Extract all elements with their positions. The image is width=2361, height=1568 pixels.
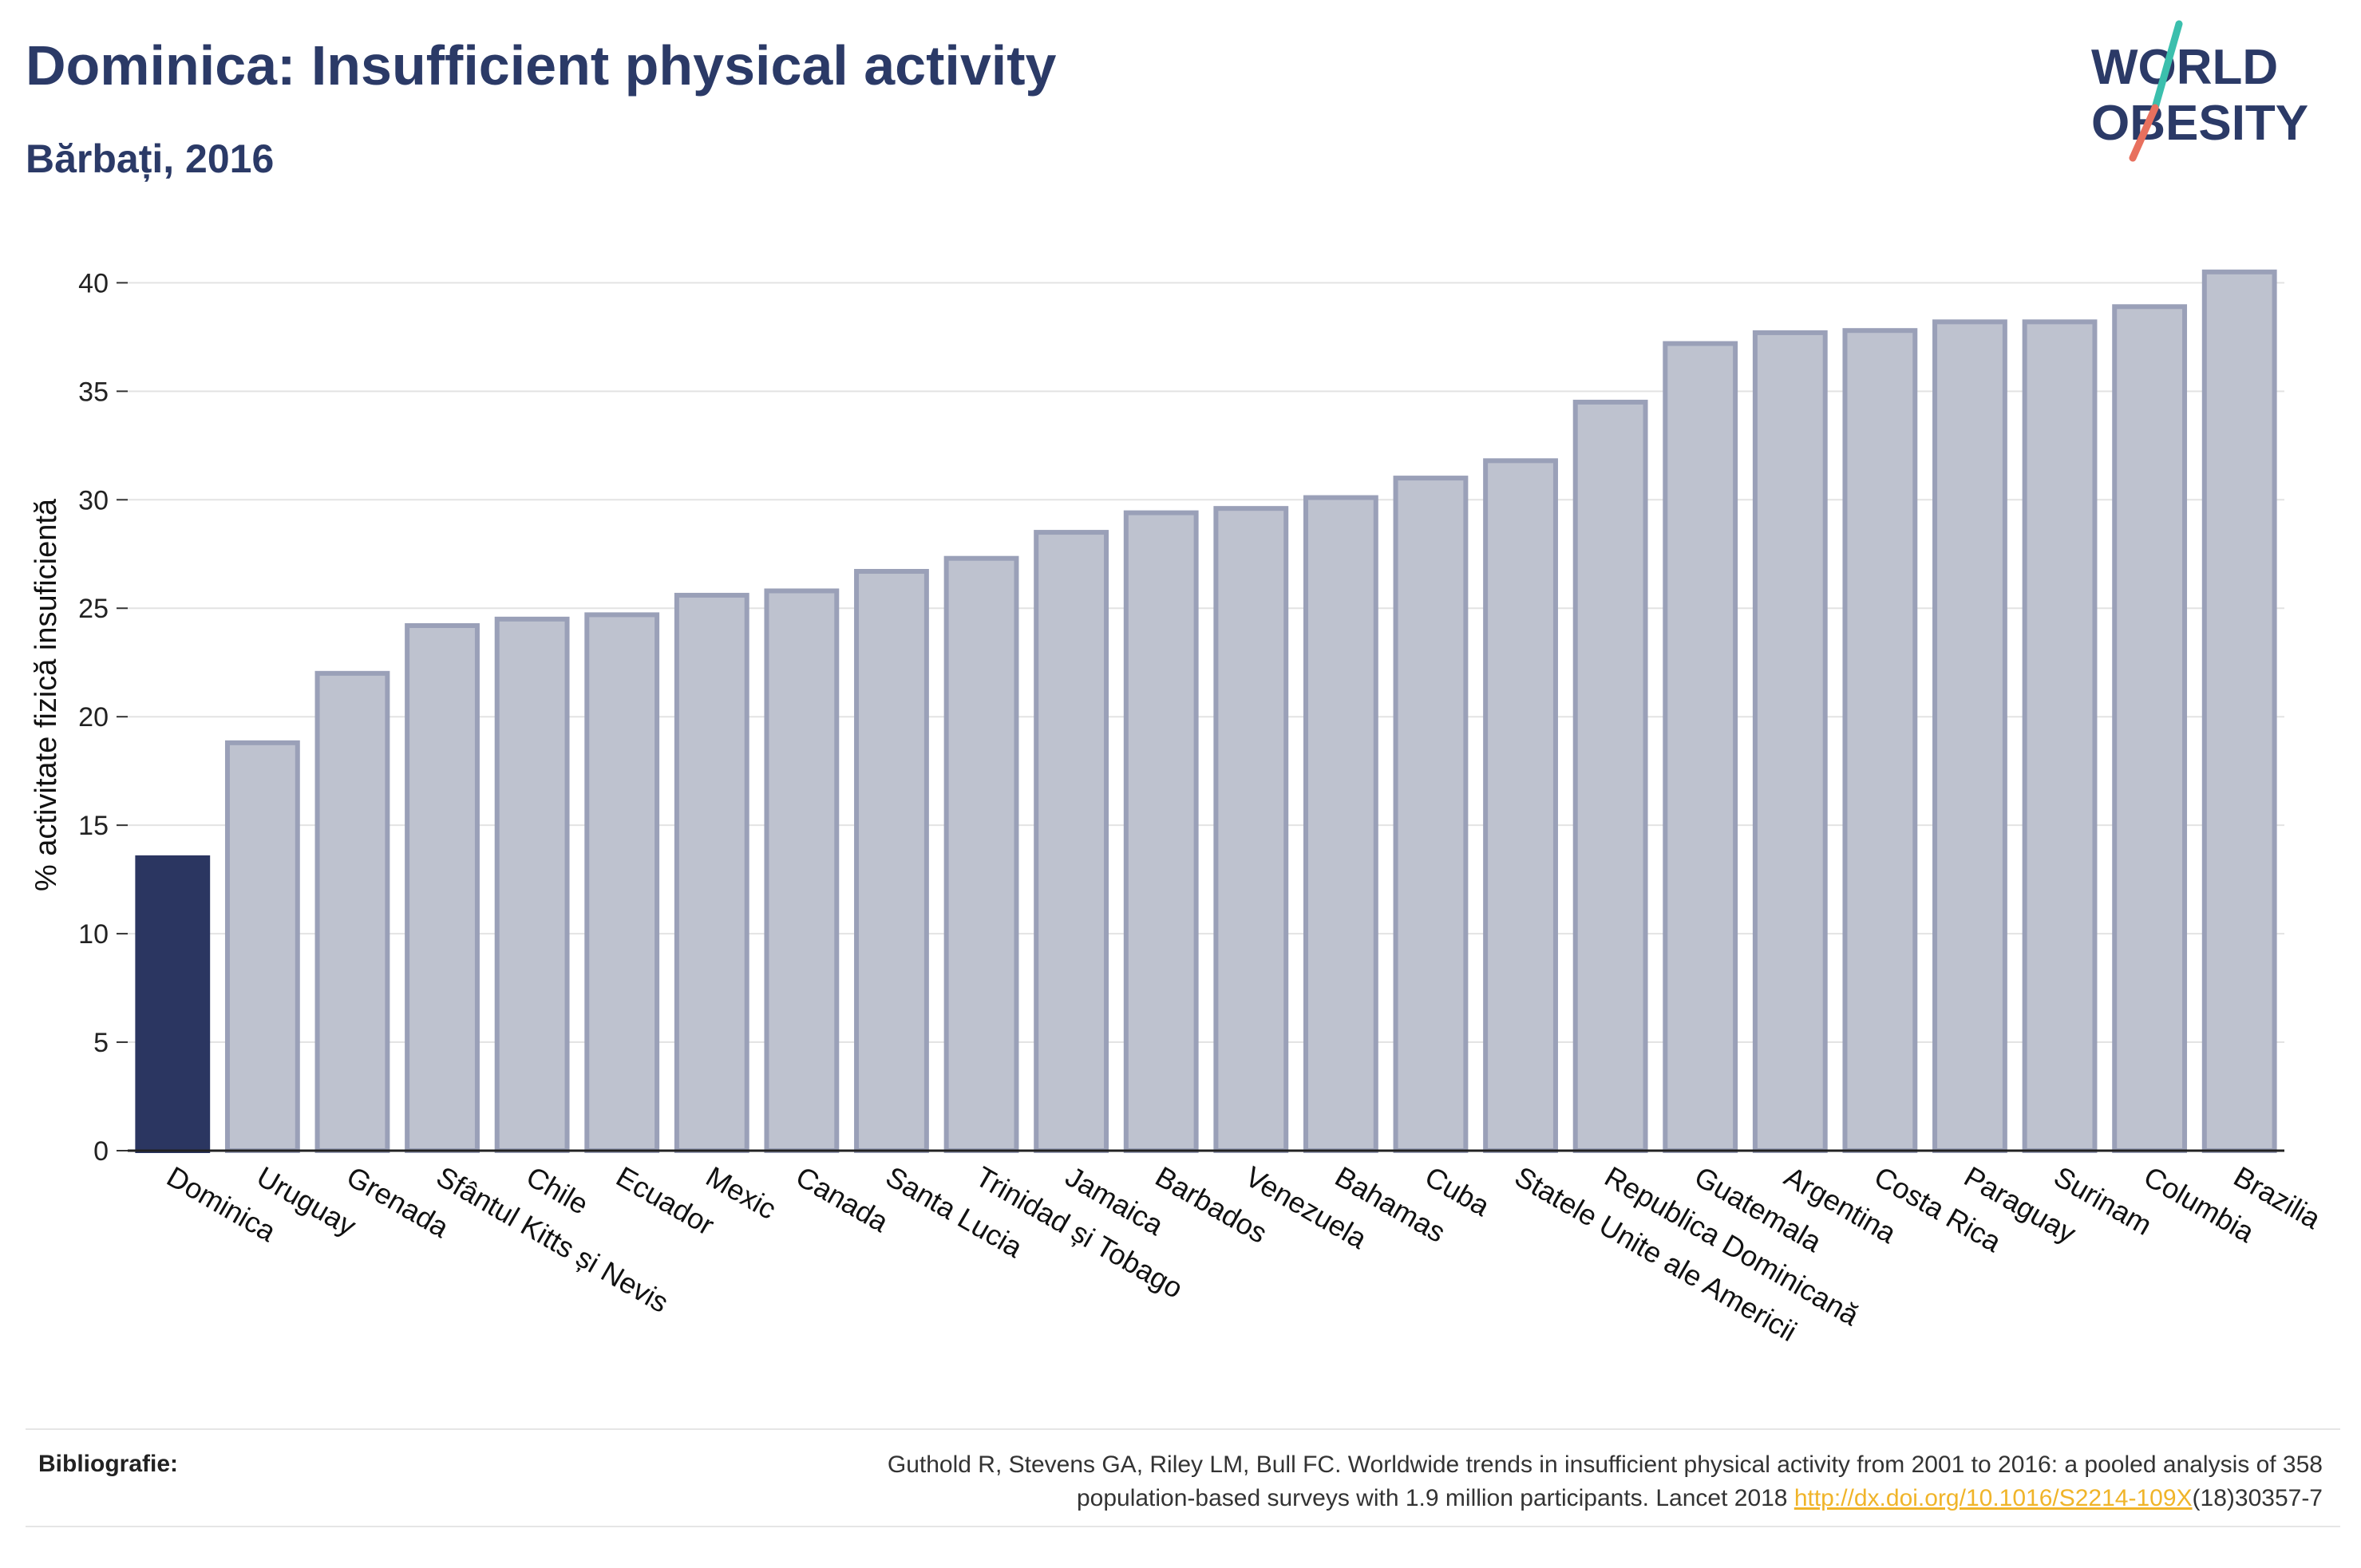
bar-chart: 0 5 10 15 20 25 30 35 40 DominicaUruguayGrenadaS… (30, 268, 2327, 1348)
bar-barbados (1123, 510, 1199, 1153)
x-tick-label: Grenada (341, 1159, 455, 1244)
logo-slash-top (2151, 20, 2183, 112)
y-tick-label: 0 (93, 1136, 109, 1167)
bar-bahamas (1303, 495, 1378, 1153)
footer-bottom-divider (26, 1526, 2340, 1527)
bibliography-citation: Guthold R, Stevens GA, Riley LM, Bull FC… (407, 1448, 2323, 1515)
bar-dominica (135, 855, 211, 1154)
bar-cuba (1393, 476, 1469, 1153)
bar-uruguay (224, 740, 300, 1153)
bar-ecuador (584, 612, 660, 1153)
citation-line1: Guthold R, Stevens GA, Riley LM, Bull FC… (887, 1451, 2323, 1478)
world-obesity-logo: WORLD OBESITY (2091, 20, 2308, 162)
bar-canada (764, 588, 840, 1153)
y-tick-label: 35 (78, 377, 109, 407)
y-axis-title: % activitate fizică insuficientă (30, 498, 63, 891)
bar-argentina (1752, 330, 1828, 1153)
citation-line2: population-based surveys with 1.9 millio… (1076, 1485, 1794, 1511)
bar-jamaica (1034, 530, 1109, 1153)
bar-chile (494, 616, 570, 1153)
y-tick-label: 20 (78, 702, 109, 733)
y-tick-label: 5 (93, 1028, 109, 1058)
bar-republica-dominican- (1572, 399, 1648, 1153)
bars (135, 269, 2277, 1154)
bar-paraguay (1932, 319, 2007, 1153)
citation-suffix: (18)30357-7 (2192, 1485, 2323, 1511)
bar-surinam (2022, 319, 2098, 1153)
footer-top-divider (26, 1428, 2340, 1430)
bibliography-label: Bibliografie: (38, 1451, 179, 1477)
bar-brazilia (2201, 269, 2277, 1153)
y-tick-label: 30 (78, 485, 109, 515)
bar-santa-lucia (854, 569, 929, 1153)
x-tick-label: Canada (790, 1159, 895, 1238)
logo-line1: WORLD (2091, 40, 2278, 95)
y-tick-label: 25 (78, 594, 109, 624)
bar-columbia (2112, 304, 2188, 1153)
logo-line2: OBESITY (2091, 96, 2308, 151)
y-axis-ticks: 0 5 10 15 20 25 30 35 40 (78, 268, 128, 1167)
logo-slash-bottom (2129, 104, 2159, 162)
bar-costa-rica (1842, 328, 1918, 1154)
page-subtitle: Bărbați, 2016 (26, 136, 275, 181)
bar-venezuela (1213, 506, 1289, 1153)
y-tick-label: 40 (78, 268, 109, 298)
y-tick-label: 15 (78, 811, 109, 841)
bar-sf-ntul-kitts-i-nevis (405, 622, 480, 1153)
bar-trinidad-i-tobago (943, 555, 1019, 1153)
bar-statele-unite-ale-americii (1483, 458, 1558, 1153)
citation-doi-link[interactable]: http://dx.doi.org/10.1016/S2214-109X (1793, 1485, 2193, 1511)
grid-lines (128, 282, 2284, 1044)
x-tick-label: Ecuador (611, 1159, 720, 1242)
bar-guatemala (1663, 341, 1738, 1153)
y-tick-label: 10 (78, 919, 109, 950)
bar-grenada (314, 670, 390, 1153)
bar-mexic (674, 592, 749, 1153)
page-title: Dominica: Insufficient physical activity (26, 34, 1057, 97)
